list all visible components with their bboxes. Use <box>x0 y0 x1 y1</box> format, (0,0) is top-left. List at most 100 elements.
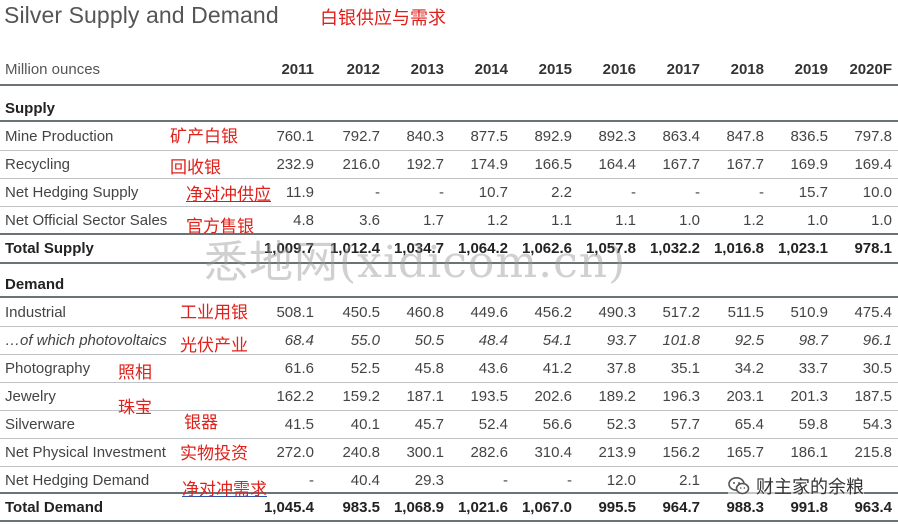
table-cell: 167.7 <box>662 156 700 173</box>
table-cell: 52.5 <box>350 360 380 377</box>
row-label: Net Physical Investment <box>5 444 166 461</box>
row-rule <box>0 466 898 467</box>
table-cell: - <box>503 472 508 489</box>
table-cell: 193.5 <box>470 388 508 405</box>
row-rule <box>0 326 898 327</box>
table-cell: 187.5 <box>854 388 892 405</box>
year-header: 2016 <box>602 61 636 78</box>
table-cell: 40.4 <box>350 472 380 489</box>
table-cell: 41.5 <box>284 416 314 433</box>
table-row: Net Physical Investment 272.0 240.8 300.… <box>0 439 898 466</box>
table-cell: 57.7 <box>670 416 700 433</box>
annotation-official-sector: 官方售银 <box>186 217 254 237</box>
table-row: Jewelry 162.2 159.2 187.1 193.5 202.6 18… <box>0 383 898 410</box>
table-cell: 840.3 <box>406 128 444 145</box>
row-rule <box>0 438 898 439</box>
table-cell: 995.5 <box>598 499 636 516</box>
table-cell: 196.3 <box>662 388 700 405</box>
table-cell: 1,023.1 <box>777 240 828 257</box>
table-cell: 300.1 <box>406 444 444 461</box>
table-cell: 490.3 <box>598 304 636 321</box>
row-label: Total Demand <box>5 499 104 516</box>
table-cell: 96.1 <box>862 332 892 349</box>
table-cell: 797.8 <box>854 128 892 145</box>
table-cell: 215.8 <box>854 444 892 461</box>
table-cell: 41.2 <box>542 360 572 377</box>
table-cell: - <box>695 184 700 201</box>
annotation-recycling: 回收银 <box>170 158 221 178</box>
row-label: …of which photovoltaics <box>5 332 167 349</box>
table-cell: 1,062.6 <box>521 240 572 257</box>
unit-label: Million ounces <box>5 61 101 78</box>
row-label: Photography <box>5 360 91 377</box>
table-cell: 34.2 <box>734 360 764 377</box>
table-cell: 232.9 <box>276 156 314 173</box>
table-cell: 988.3 <box>726 499 764 516</box>
row-label: Silverware <box>5 416 76 433</box>
wechat-icon <box>728 477 750 495</box>
row-label: Recycling <box>5 156 71 173</box>
table-cell: 511.5 <box>727 304 764 321</box>
annotation-silverware: 银器 <box>184 413 218 433</box>
table-cell: - <box>309 472 314 489</box>
table-bottom-rule <box>0 520 898 522</box>
year-header: 2017 <box>666 61 700 78</box>
table-cell: 310.4 <box>534 444 572 461</box>
table-cell: 169.4 <box>854 156 892 173</box>
table-cell: 1.2 <box>487 212 508 229</box>
table-cell: - <box>375 184 380 201</box>
row-rule <box>0 206 898 207</box>
table-cell: 15.7 <box>798 184 828 201</box>
table-cell: - <box>439 184 444 201</box>
table-cell: 35.1 <box>670 360 700 377</box>
table-cell: 159.2 <box>342 388 380 405</box>
table-cell: 450.5 <box>342 304 380 321</box>
table-cell: 54.1 <box>542 332 572 349</box>
year-header: 2020F <box>849 61 892 78</box>
table-row: Net Official Sector Sales 4.8 3.6 1.7 1.… <box>0 207 898 234</box>
table-cell: 449.6 <box>470 304 508 321</box>
year-header: 2011 <box>281 61 314 78</box>
table-cell: 963.4 <box>854 499 892 516</box>
table-cell: 61.6 <box>284 360 314 377</box>
table-cell: 12.0 <box>606 472 636 489</box>
supply-bottom-rule <box>0 262 898 264</box>
table-cell: - <box>567 472 572 489</box>
table-cell: 174.9 <box>470 156 508 173</box>
table-cell: 1,067.0 <box>521 499 572 516</box>
table-cell: 978.1 <box>854 240 892 257</box>
table-cell: 272.0 <box>276 444 314 461</box>
table-cell: 892.9 <box>534 128 572 145</box>
table-cell: 517.2 <box>662 304 700 321</box>
table-cell: - <box>759 184 764 201</box>
table-cell: 186.1 <box>790 444 828 461</box>
wechat-badge: 财主家的余粮 <box>728 472 864 500</box>
table-cell: 50.5 <box>414 332 444 349</box>
table-cell: 165.7 <box>726 444 764 461</box>
year-header: 2014 <box>474 61 508 78</box>
table-cell: 68.4 <box>284 332 314 349</box>
table-cell: 167.7 <box>726 156 764 173</box>
table-cell: 156.2 <box>662 444 700 461</box>
table-row: Net Hedging Demand - 40.4 29.3 - - 12.0 … <box>0 467 898 494</box>
table-cell: 1,034.7 <box>393 240 444 257</box>
table-cell: 187.1 <box>406 388 444 405</box>
row-label: Mine Production <box>5 128 114 145</box>
table-cell: 1,032.2 <box>649 240 700 257</box>
table-cell: 1.0 <box>807 212 828 229</box>
table-cell: 10.7 <box>478 184 508 201</box>
table-cell: 4.8 <box>293 212 314 229</box>
table-cell: 202.6 <box>534 388 572 405</box>
table-row: Net Hedging Supply 11.9 - - 10.7 2.2 - -… <box>0 179 898 206</box>
supply-heading-rule <box>0 120 898 122</box>
table-cell: 101.8 <box>662 332 700 349</box>
table-cell: 203.1 <box>726 388 764 405</box>
table-cell: 863.4 <box>662 128 700 145</box>
year-header: 2019 <box>794 61 828 78</box>
table-cell: 508.1 <box>276 304 314 321</box>
annotation-industrial: 工业用银 <box>180 303 248 323</box>
table-cell: 10.0 <box>862 184 892 201</box>
table-cell: 169.9 <box>790 156 828 173</box>
table-cell: 11.9 <box>285 184 314 201</box>
table-cell: 45.8 <box>414 360 444 377</box>
